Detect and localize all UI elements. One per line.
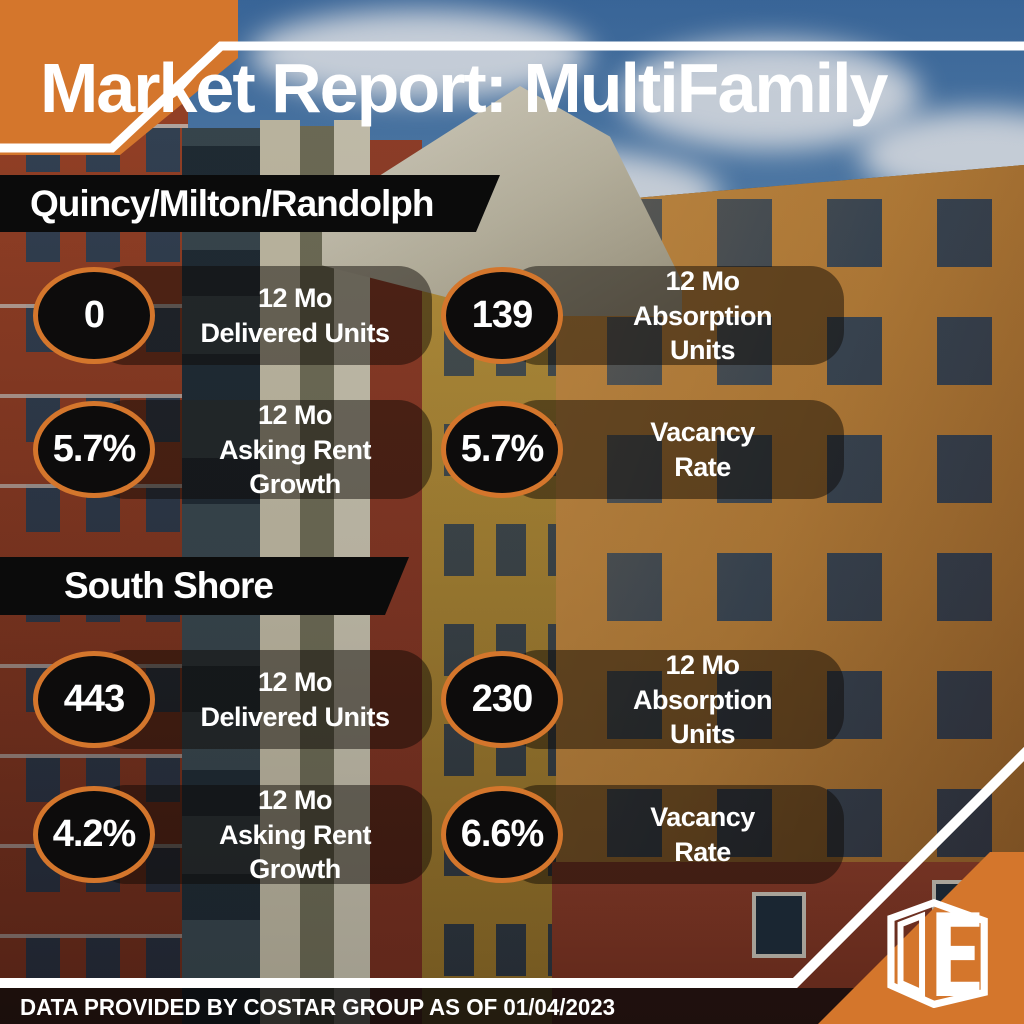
stat-label: 12 Mo Delivered Units xyxy=(200,667,390,732)
stat-value-circle: 230 xyxy=(441,651,563,748)
stat-value-circle: 0 xyxy=(33,267,155,364)
stat-value-circle: 139 xyxy=(441,267,563,364)
stat-value: 6.6% xyxy=(460,813,545,855)
stat-value: 139 xyxy=(471,294,533,336)
stat-value-circle: 5.7% xyxy=(33,401,155,498)
section-banner-south-shore: South Shore xyxy=(0,557,409,615)
section-title: South Shore xyxy=(64,565,273,606)
stat-value-circle: 4.2% xyxy=(33,786,155,883)
stat-label: 12 Mo Asking Rent Growth xyxy=(218,400,372,499)
stat-value-circle: 443 xyxy=(33,651,155,748)
stat-label-pill: 12 Mo Delivered Units xyxy=(92,650,432,749)
stat-label: Vacancy Rate xyxy=(650,802,755,867)
stat-label: Vacancy Rate xyxy=(650,417,755,482)
section-title: Quincy/Milton/Randolph xyxy=(30,182,434,224)
stat-value: 5.7% xyxy=(460,428,545,470)
stat-label: 12 Mo Absorption Units xyxy=(633,266,772,365)
company-logo-icon xyxy=(887,898,988,1008)
stat-value: 4.2% xyxy=(52,813,137,855)
stat-label: 12 Mo Asking Rent Growth xyxy=(218,785,372,884)
stat-label: 12 Mo Absorption Units xyxy=(633,650,772,749)
stat-value-circle: 6.6% xyxy=(441,786,563,883)
data-source-note: DATA PROVIDED BY COSTAR GROUP AS OF 01/0… xyxy=(20,994,616,1020)
stat-label: 12 Mo Delivered Units xyxy=(200,283,390,348)
stat-value: 0 xyxy=(83,294,105,336)
section-banner-quincy-milton-randolph: Quincy/Milton/Randolph xyxy=(0,175,500,232)
stat-value: 443 xyxy=(63,678,125,720)
stat-value: 230 xyxy=(471,678,533,720)
stat-value: 5.7% xyxy=(52,428,137,470)
page-title: Market Report: MultiFamily xyxy=(40,49,888,127)
stat-value-circle: 5.7% xyxy=(441,401,563,498)
